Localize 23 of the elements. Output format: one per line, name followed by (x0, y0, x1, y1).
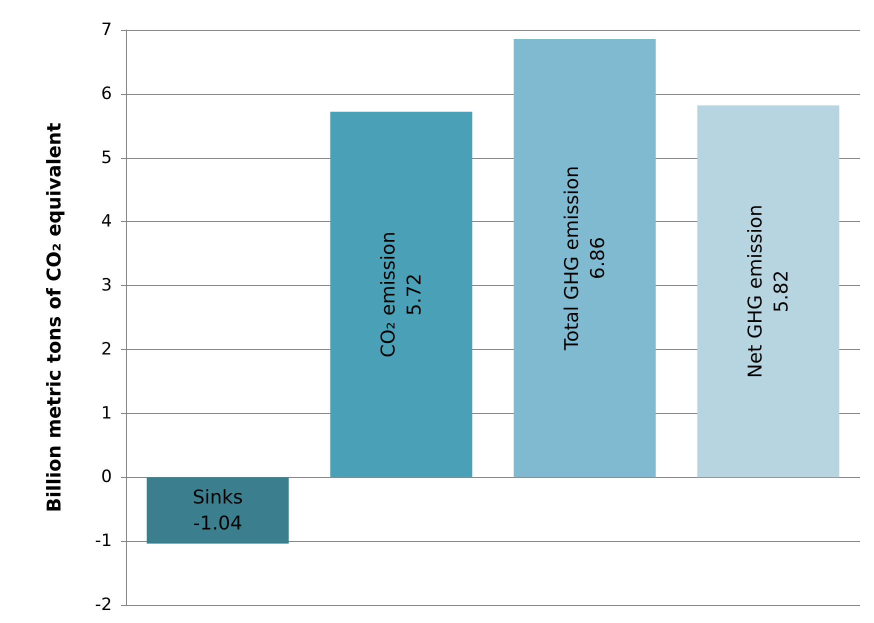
bar (514, 38, 656, 478)
y-tick-label: -1 (95, 531, 112, 552)
data-label: -1.04 (193, 512, 242, 534)
bar (697, 105, 840, 478)
data-label: 5.72 (403, 273, 426, 316)
y-tick-label: 6 (101, 84, 112, 104)
x-tick-label: CO₂ emission (377, 231, 400, 358)
x-tick-label: Net GHG emission (744, 204, 766, 378)
x-tick-label: Total GHG emission (560, 166, 583, 352)
y-tick-label: 1 (101, 403, 112, 424)
y-axis-title: Billion metric tons of CO₂ equivalent (44, 122, 66, 512)
y-tick-label: 4 (101, 212, 112, 232)
y-tick-label: -2 (95, 595, 112, 615)
y-tick-label: 7 (101, 20, 112, 40)
bar (146, 477, 289, 544)
y-tick-label: 3 (101, 276, 112, 296)
y-tick-label: 5 (101, 148, 112, 168)
bar (330, 112, 472, 478)
y-tick-label: 2 (101, 339, 112, 360)
data-label: 5.82 (770, 270, 792, 312)
x-tick-label: Sinks (192, 486, 243, 508)
y-tick-label: 0 (101, 467, 112, 488)
data-label: 6.86 (586, 236, 609, 280)
